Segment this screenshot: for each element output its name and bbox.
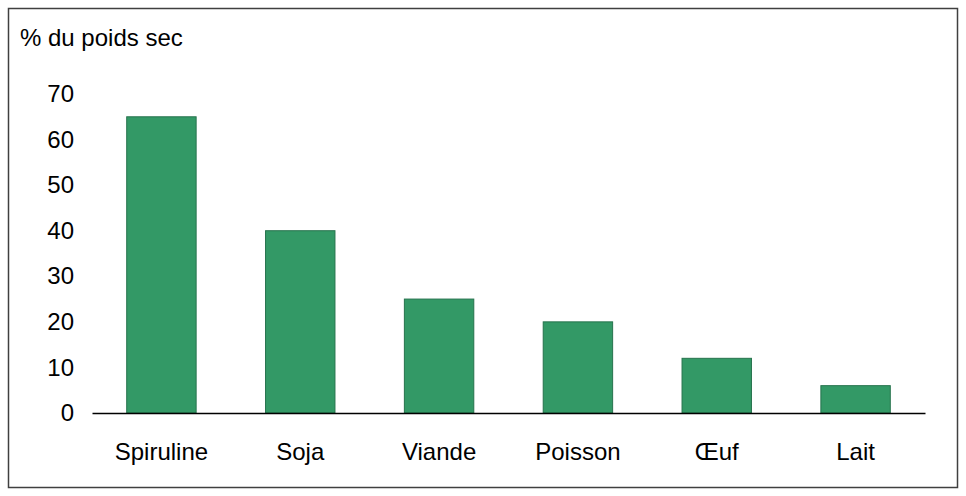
y-tick-label: 20	[47, 308, 74, 335]
x-axis: Spiruline Soja Viande Poisson Œuf Lait	[93, 413, 926, 465]
x-axis-line	[93, 413, 926, 415]
x-tick: Spiruline	[115, 413, 208, 465]
x-tick: Œuf	[695, 413, 739, 465]
y-axis: 0 10 20 30 40 50 60 70	[47, 80, 92, 426]
y-tick-label: 0	[61, 399, 74, 426]
y-tick: 10	[47, 354, 92, 381]
y-tick-label: 30	[47, 262, 74, 289]
y-tick-label: 10	[47, 354, 74, 381]
bars	[127, 117, 891, 413]
x-tick-label: Œuf	[695, 438, 739, 465]
y-tick: 60	[47, 126, 92, 153]
y-axis-title: % du poids sec	[20, 24, 183, 51]
y-tick: 70	[47, 80, 92, 107]
y-tick: 30	[47, 262, 92, 289]
x-tick-label: Lait	[836, 438, 875, 465]
y-tick: 0	[61, 399, 92, 426]
y-tick: 20	[47, 308, 92, 335]
x-tick-label: Soja	[276, 438, 325, 465]
bar	[127, 117, 196, 413]
frame	[9, 9, 958, 488]
y-tick-label: 40	[47, 217, 74, 244]
bar	[543, 322, 612, 413]
y-tick: 40	[47, 217, 92, 244]
x-tick: Soja	[276, 413, 325, 465]
bar	[404, 299, 473, 413]
x-tick: Poisson	[535, 413, 620, 465]
x-tick: Viande	[402, 413, 476, 465]
x-tick-label: Spiruline	[115, 438, 208, 465]
y-tick-label: 70	[47, 80, 74, 107]
bar	[682, 358, 751, 413]
chart: 0 10 20 30 40 50 60 70 Spiruline Soja Viande Poisso…	[0, 0, 966, 496]
bar	[821, 386, 890, 413]
y-tick-label: 60	[47, 126, 74, 153]
bar	[266, 231, 335, 413]
x-tick-label: Viande	[402, 438, 476, 465]
y-tick-label: 50	[47, 171, 74, 198]
x-tick: Lait	[836, 413, 875, 465]
x-tick-label: Poisson	[535, 438, 620, 465]
y-tick: 50	[47, 171, 92, 198]
y-axis-line	[92, 95, 93, 414]
